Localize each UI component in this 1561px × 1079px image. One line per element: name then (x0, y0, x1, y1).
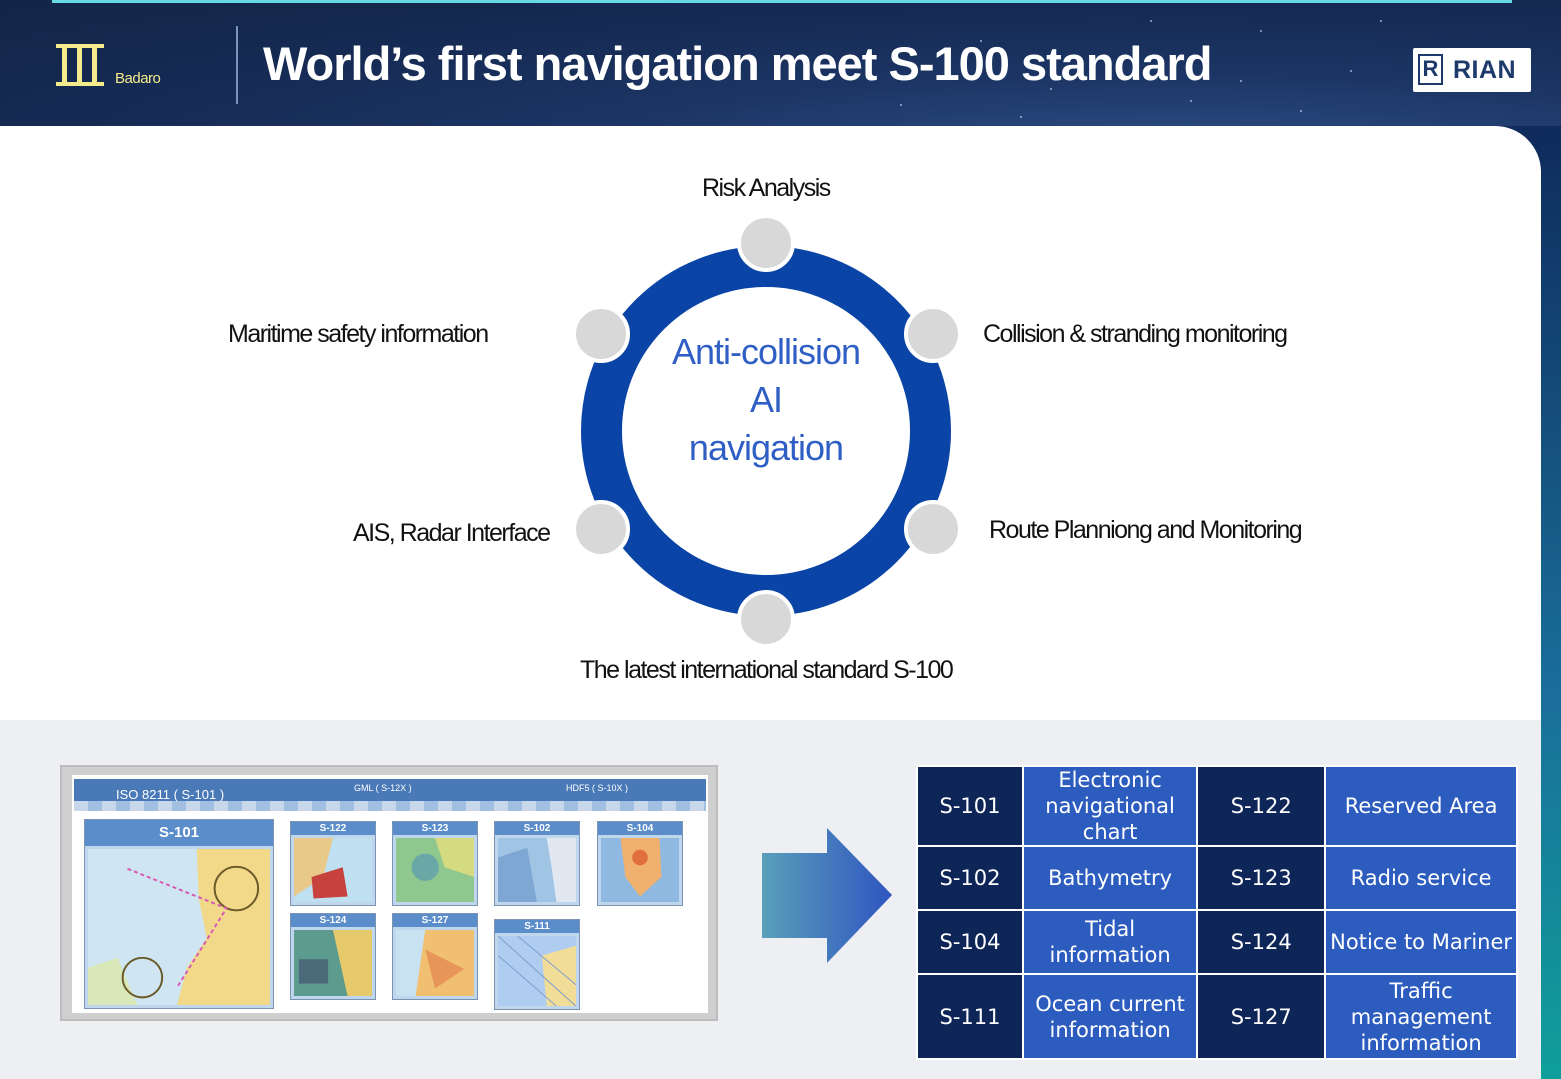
rian-logo: R RIAN (1413, 48, 1531, 92)
card-s104: S-104 (597, 821, 683, 906)
table-cell-code: S-123 (1196, 845, 1327, 911)
table-row: S-104 Tidal information S-124 Notice to … (916, 909, 1518, 975)
center-line-1: Anti-collision (671, 331, 861, 372)
label-maritime-safety: Maritime safety information (228, 320, 489, 348)
center-line-3: navigation (688, 427, 844, 468)
center-line-2: AI (749, 379, 783, 420)
table-cell-code: S-122 (1196, 765, 1327, 847)
band-gml: GML ( S-12X ) (354, 783, 412, 793)
format-band: ISO 8211 ( S-101 ) GML ( S-12X ) HDF5 ( … (74, 779, 706, 811)
table-cell-code: S-102 (916, 845, 1024, 911)
header-accent-line (52, 0, 1512, 3)
table-cell-desc: Reserved Area (1324, 765, 1518, 847)
label-route-planning: Route Planniong and Monitoring (989, 516, 1303, 544)
node-upper-left (572, 305, 630, 363)
card-s127: S-127 (392, 913, 478, 1000)
table-cell-desc: Bathymetry (1021, 845, 1199, 911)
s100-products-image: ISO 8211 ( S-101 ) GML ( S-12X ) HDF5 ( … (60, 765, 718, 1021)
label-ais-radar: AIS, Radar Interface (353, 519, 551, 547)
table-cell-desc: Ocean current information (1021, 973, 1199, 1060)
badaro-logo-icon (56, 44, 104, 86)
node-top (737, 214, 795, 272)
table-row: S-102 Bathymetry S-123 Radio service (916, 845, 1518, 911)
header-divider (236, 26, 238, 104)
table-cell-code: S-111 (916, 973, 1024, 1060)
node-bottom (737, 590, 795, 648)
card-s101: S-101 (84, 819, 274, 1009)
s100-standards-table: S-101 Electronic navigational chart S-12… (916, 765, 1518, 1060)
card-s111: S-111 (494, 919, 580, 1010)
card-s122: S-122 (290, 821, 376, 906)
card-s123: S-123 (392, 821, 478, 906)
rian-brand-text: RIAN (1453, 56, 1517, 84)
table-cell-desc: Notice to Mariner (1324, 909, 1518, 975)
card-s124: S-124 (290, 913, 376, 1000)
band-hdf5: HDF5 ( S-10X ) (566, 783, 629, 793)
node-lower-right (904, 500, 962, 558)
table-row: S-111 Ocean current information S-127 Tr… (916, 973, 1518, 1060)
card-s102: S-102 (494, 821, 580, 906)
table-cell-desc: Electronic navigational chart (1021, 765, 1199, 847)
label-risk-analysis: Risk Analysis (702, 174, 831, 202)
table-cell-code: S-104 (916, 909, 1024, 975)
header-banner: Badaro World’s first navigation meet S-1… (0, 0, 1561, 126)
table-cell-code: S-124 (1196, 909, 1327, 975)
table-cell-code: S-101 (916, 765, 1024, 847)
decorative-side-strip (1541, 126, 1561, 1079)
center-title: Anti-collision AI navigation (641, 328, 891, 472)
right-arrow-icon (762, 828, 892, 963)
table-cell-desc: Tidal information (1021, 909, 1199, 975)
node-upper-right (904, 305, 962, 363)
table-cell-desc: Traffic management information (1324, 973, 1518, 1060)
node-lower-left (572, 500, 630, 558)
table-cell-code: S-127 (1196, 973, 1327, 1060)
label-s100-standard: The latest international standard S-100 (580, 656, 954, 684)
page-title: World’s first navigation meet S-100 stan… (263, 37, 1212, 90)
band-iso8211: ISO 8211 ( S-101 ) (116, 787, 225, 802)
table-cell-desc: Radio service (1324, 845, 1518, 911)
label-collision-monitoring: Collision & stranding monitoring (983, 320, 1288, 348)
rian-r-icon: R (1418, 54, 1443, 85)
logo-text: Badaro (115, 70, 161, 87)
table-row: S-101 Electronic navigational chart S-12… (916, 765, 1518, 847)
